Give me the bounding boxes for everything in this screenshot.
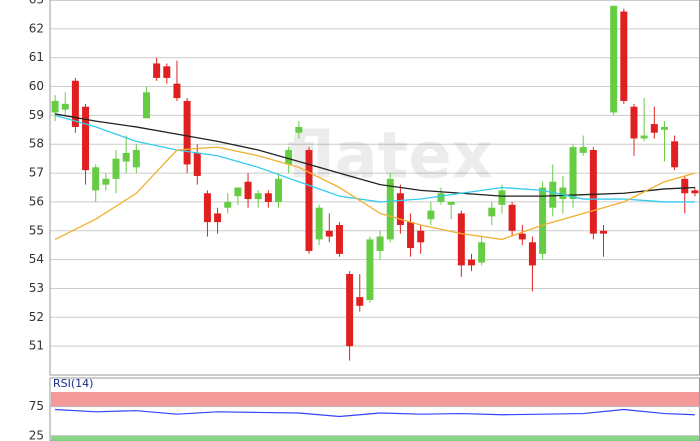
- y-tick-label: 59: [29, 108, 44, 122]
- candle-body: [386, 178, 394, 240]
- candle-body: [660, 126, 668, 130]
- candle-body: [650, 124, 658, 133]
- moving-average-line: [54, 113, 695, 197]
- y-tick-label: 25: [29, 428, 44, 441]
- candle-body: [335, 225, 343, 254]
- y-tick-label: 51: [29, 339, 44, 353]
- candle-body: [528, 242, 536, 266]
- y-tick-label: 62: [29, 21, 44, 35]
- candle-body: [427, 210, 435, 220]
- candle-body: [153, 63, 161, 78]
- candle-body: [407, 222, 415, 249]
- candle-body: [315, 207, 323, 240]
- zone: [51, 392, 699, 407]
- candle-body: [275, 178, 283, 202]
- candle-body: [71, 80, 79, 127]
- candle-body: [518, 233, 526, 240]
- candle-body: [671, 141, 679, 168]
- candle-body: [61, 103, 69, 110]
- candle-body: [589, 150, 597, 234]
- candle-body: [285, 150, 293, 165]
- candle-body: [132, 150, 140, 168]
- candle-body: [559, 187, 567, 200]
- candle-body: [305, 150, 313, 251]
- candle-body: [376, 236, 384, 251]
- candle-body: [214, 213, 222, 223]
- y-tick-label: 61: [29, 50, 44, 64]
- candle-body: [549, 181, 557, 208]
- candle-body: [325, 230, 333, 237]
- y-tick-label: 55: [29, 223, 44, 237]
- candle-body: [112, 158, 120, 179]
- candle-body: [163, 66, 171, 78]
- candle-body: [478, 242, 486, 263]
- y-tick-label: 58: [29, 137, 44, 151]
- candle-body: [539, 187, 547, 254]
- y-tick-label: 53: [29, 281, 44, 295]
- panel-title: RSI(14): [53, 377, 93, 390]
- candle-body: [356, 297, 364, 306]
- candle-body: [508, 204, 516, 231]
- candle-body: [264, 193, 272, 202]
- candle-body: [640, 135, 648, 139]
- y-tick-label: 54: [29, 252, 44, 266]
- candle-body: [224, 201, 232, 208]
- candle-body: [681, 178, 689, 194]
- candle-body: [437, 193, 445, 202]
- y-tick-label: 52: [29, 310, 44, 324]
- y-tick-label: 60: [29, 79, 44, 93]
- candle-body: [244, 181, 252, 200]
- candle-body: [396, 193, 404, 225]
- candle-body: [102, 178, 110, 185]
- candle-body: [203, 193, 211, 223]
- candle-body: [254, 193, 262, 200]
- candle-body: [51, 100, 59, 113]
- y-tick-label: 75: [29, 399, 44, 413]
- moving-average-line: [54, 146, 696, 241]
- candle-body: [295, 126, 303, 133]
- y-tick-label: 63: [29, 0, 44, 7]
- candle-body: [467, 259, 475, 266]
- y-tick-label: 56: [29, 194, 44, 208]
- candle-body: [447, 201, 455, 205]
- candle-body: [457, 213, 465, 266]
- candle-body: [193, 152, 201, 176]
- candle-body: [579, 147, 587, 153]
- rsi-line: [55, 408, 695, 418]
- candle-body: [569, 147, 577, 200]
- candle-body: [498, 190, 506, 205]
- candle-body: [346, 274, 354, 347]
- candle-body: [234, 187, 242, 197]
- candle-body: [630, 106, 638, 139]
- candle-body: [610, 5, 618, 113]
- candle-body: [600, 230, 608, 234]
- candle-body: [366, 239, 374, 300]
- moving-average-line: [54, 114, 695, 203]
- candle-body: [488, 207, 496, 217]
- candle-body: [122, 152, 130, 162]
- candle-body: [620, 11, 628, 101]
- candle-body: [173, 83, 181, 99]
- candle-body: [417, 230, 425, 243]
- y-tick-label: 57: [29, 166, 44, 180]
- zone: [51, 435, 699, 441]
- candle-body: [142, 92, 150, 119]
- candle-body: [691, 190, 699, 194]
- candle-body: [92, 167, 100, 191]
- candle-body: [183, 100, 191, 165]
- candle-body: [82, 106, 90, 171]
